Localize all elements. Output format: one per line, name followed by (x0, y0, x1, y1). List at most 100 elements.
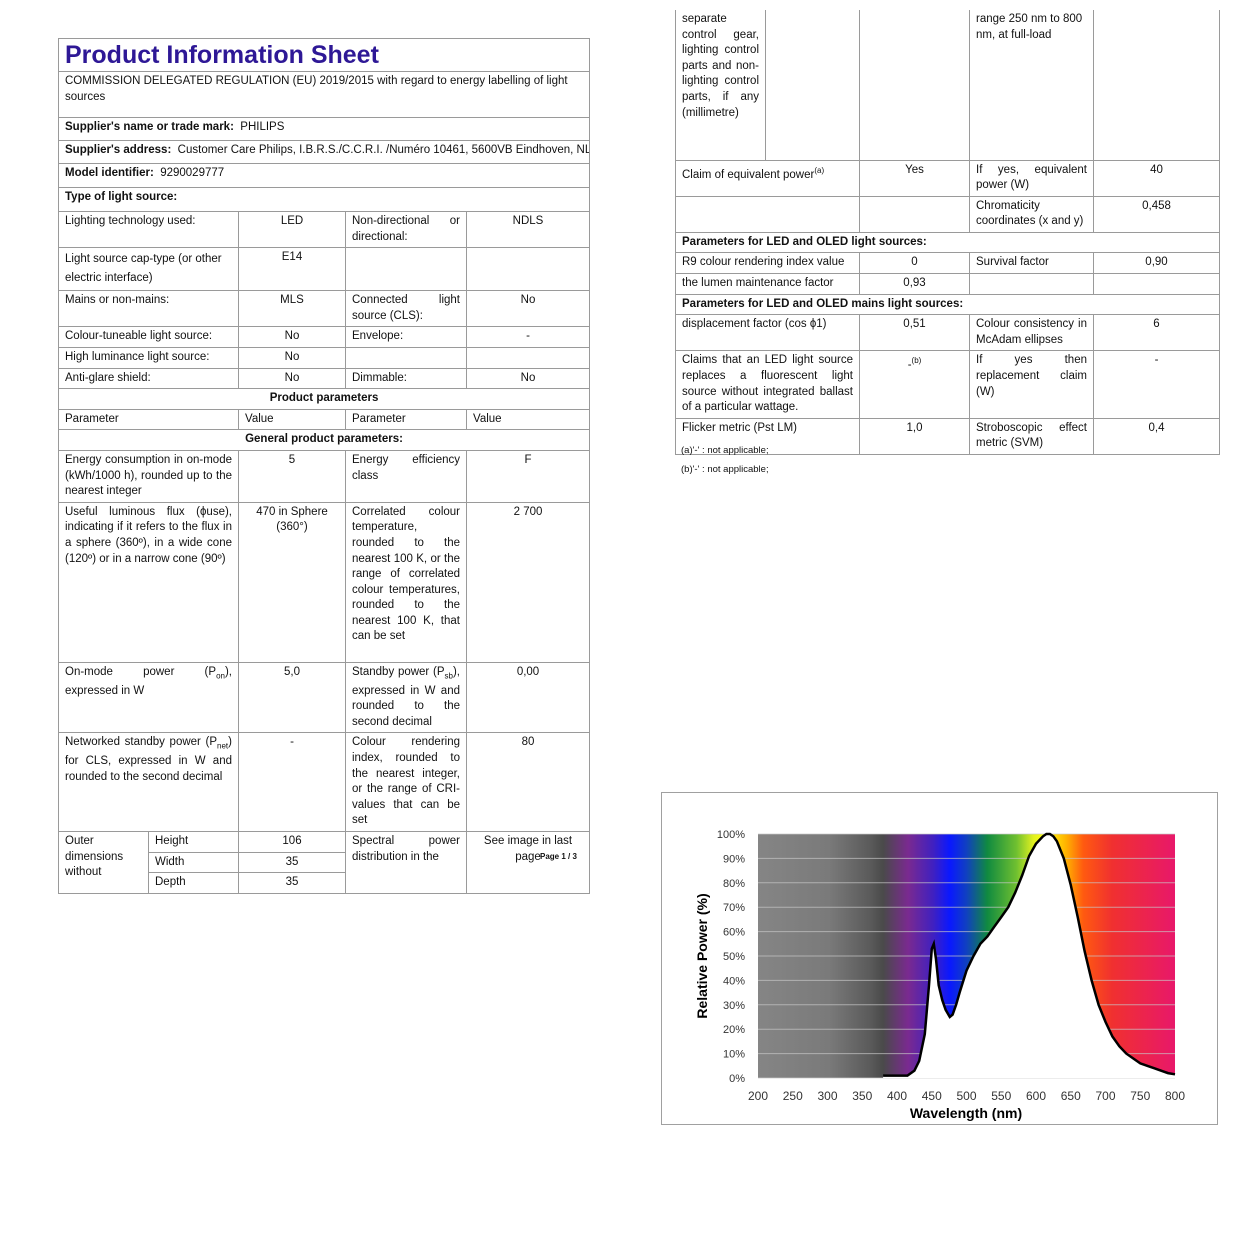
footnote-ref: (b) (911, 356, 922, 366)
param-value: MLS (238, 290, 346, 328)
supplier-address: Customer Care Philips, I.B.R.S./C.C.R.I.… (177, 144, 590, 156)
networked-label: Networked standby power (P (65, 736, 218, 749)
param-value: 0 (859, 252, 970, 275)
param-value: 80 (465, 732, 591, 832)
param-value: 0,90 (1093, 252, 1220, 275)
param-label: Energy consumption in on-mode (kWh/1000 … (58, 449, 239, 503)
y-tick-label: 0% (729, 1073, 745, 1085)
param-value (465, 346, 591, 369)
param-value (1093, 10, 1220, 161)
table-row: displacement factor (cos ϕ1) 0,51 Colour c… (675, 314, 1220, 352)
param-label: Survival factor (969, 252, 1094, 275)
param-value: 0,00 (465, 661, 591, 734)
x-tick-label: 650 (1061, 1089, 1081, 1103)
param-label: Claim of equivalent power(a) (675, 159, 860, 197)
y-tick-label: 10% (723, 1049, 745, 1061)
table-row: Flicker metric (Pst LM) 1,0 Stroboscopic e… (675, 417, 1220, 456)
supplier-name-label: Supplier's name or trade mark: (65, 121, 234, 133)
x-tick-label: 550 (991, 1089, 1011, 1103)
model-row: Model identifier: 9290029777 (57, 163, 591, 188)
param-value: LED (238, 210, 346, 249)
param-value: 40 (1093, 159, 1220, 197)
param-value: 0,51 (859, 314, 970, 352)
on-mode-label-tail: ), expressed in W (65, 665, 232, 697)
regulation-text: COMMISSION DELEGATED REGULATION (EU) 201… (57, 71, 591, 118)
param-label: Light source cap-type (or other electric… (58, 247, 239, 292)
spd-area (883, 834, 1175, 1078)
type-label: Type of light source: (57, 187, 591, 212)
param-label: If yes, equivalent power (W) (969, 159, 1094, 197)
param-label: Dimmable: (345, 367, 467, 390)
empty-cell (859, 195, 970, 233)
param-label: Colour-tuneable light source: (58, 326, 239, 348)
mains-section-heading: Parameters for LED and OLED mains light … (675, 293, 1220, 316)
x-tick-label: 350 (852, 1089, 872, 1103)
param-label: Chromaticity coordinates (x and y) (969, 195, 1094, 233)
standby-label-tail: ), expressed in W and rounded to the sec… (352, 665, 460, 728)
param-value: No (465, 367, 591, 390)
param-value: 1,0 (859, 417, 970, 456)
param-value (765, 10, 860, 161)
param-label: Mains or non-mains: (58, 290, 239, 328)
param-value: F (465, 449, 591, 503)
claim-label: Claim of equivalent power (682, 168, 815, 181)
table-row: High luminance light source: No (58, 346, 591, 369)
y-tick-label: 100% (717, 829, 745, 841)
param-value: E14 (238, 247, 346, 292)
footnote-a: (a)'-' : not applicable; (681, 445, 769, 456)
dimension-name: Height (148, 830, 239, 853)
dimensions-label: Outer dimensions without (58, 830, 149, 894)
value-text: - (907, 359, 912, 372)
param-label: Correlated colour temperature, rounded t… (345, 501, 467, 663)
param-label: R9 colour rendering index value (675, 252, 860, 275)
param-label: Useful luminous flux (ϕuse), indicating … (58, 501, 239, 663)
param-label: Flicker metric (Pst LM) (675, 417, 860, 456)
param-value: - (465, 326, 591, 348)
table-row: Claims that an LED light source replaces… (675, 350, 1220, 419)
table-row: Chromaticity coordinates (x and y) 0,458 (675, 195, 1220, 233)
y-tick-label: 70% (723, 902, 745, 914)
general-parameters-heading: General product parameters: (57, 429, 591, 451)
table-row: Mains or non-mains: MLS Connected light so… (58, 290, 591, 328)
table-row: Claim of equivalent power(a) Yes If yes,… (675, 159, 1220, 197)
param-label: Networked standby power (Pnet) for CLS, … (58, 732, 239, 832)
table-row: Energy consumption in on-mode (kWh/1000 … (58, 449, 591, 503)
table-row: Lighting technology used: LED Non-directio… (58, 210, 591, 249)
y-tick-label: 40% (723, 975, 745, 987)
table-row: Anti-glare shield: No Dimmable: No (58, 367, 591, 390)
x-tick-label: 450 (922, 1089, 942, 1103)
y-tick-label: 60% (723, 927, 745, 939)
param-label: Anti-glare shield: (58, 367, 239, 390)
param-label: the lumen maintenance factor (675, 273, 860, 295)
x-axis-label: Wavelength (nm) (910, 1105, 1022, 1121)
table-row: Depth 35 (59, 872, 590, 894)
x-tick-label: 200 (748, 1089, 768, 1103)
footnote-ref: (a) (814, 165, 825, 175)
subscript: net (217, 741, 229, 751)
x-tick-label: 750 (1130, 1089, 1150, 1103)
param-label (345, 247, 467, 292)
table-row: Networked standby power (Pnet) for CLS, … (58, 732, 591, 832)
param-label: separate control gear, lighting control … (675, 10, 766, 161)
param-label: range 250 nm to 800 nm, at full-load (969, 10, 1094, 161)
y-tick-label: 20% (723, 1024, 745, 1036)
model-label: Model identifier: (65, 167, 154, 179)
param-label: If yes then replacement claim (W) (969, 350, 1094, 419)
table-row: the lumen maintenance factor 0,93 (675, 273, 1220, 295)
param-label: Envelope: (345, 326, 467, 348)
param-value: - (1093, 350, 1220, 419)
led-parameters-table: separate control gear, lighting control … (675, 10, 1220, 456)
standby-label: Standby power (P (352, 665, 445, 678)
dimension-name: Depth (148, 872, 239, 894)
table-row: On-mode power (Pon), expressed in W 5,0 … (58, 661, 591, 734)
dimension-value: 35 (238, 872, 346, 894)
param-label: Lighting technology used: (58, 210, 239, 249)
table-row: Useful luminous flux (ϕuse), indicating … (58, 501, 591, 663)
param-label: Colour consistency in McAdam ellipses (969, 314, 1094, 352)
param-label: Spectral power distribution in the (345, 830, 467, 894)
param-value (859, 10, 970, 161)
param-value: 0,4 (1093, 417, 1220, 456)
page-title: Product Information Sheet (57, 38, 591, 72)
param-value: 5 (238, 449, 346, 503)
column-header: Value (465, 408, 591, 431)
